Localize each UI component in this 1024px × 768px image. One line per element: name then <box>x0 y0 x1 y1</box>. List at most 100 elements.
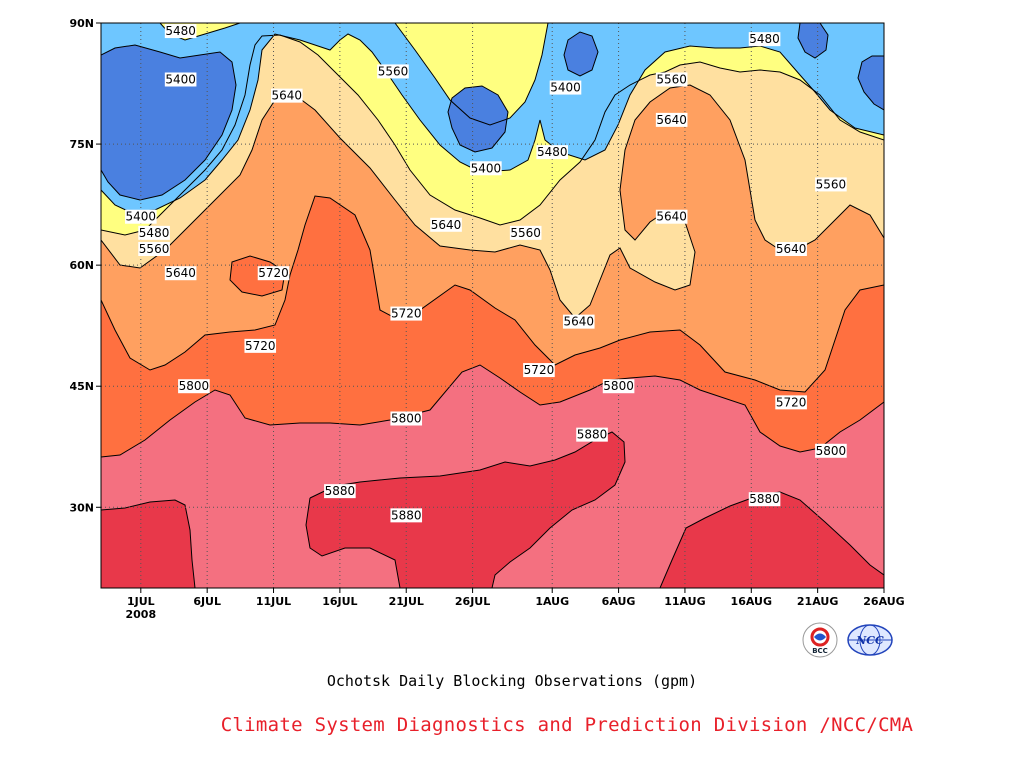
contour-label-5640: 5640 <box>655 112 688 127</box>
svg-text:5640: 5640 <box>165 266 196 280</box>
contour-label-5720: 5720 <box>390 306 423 321</box>
svg-text:5640: 5640 <box>656 210 687 224</box>
contour-label-5480: 5480 <box>164 24 197 38</box>
contour-5400-mid <box>447 85 509 153</box>
y-tick-label: 45N <box>69 380 94 393</box>
contour-label-5880: 5880 <box>576 427 608 442</box>
contour-label-5640: 5640 <box>164 266 197 281</box>
band-below-5400-right1 <box>798 23 828 58</box>
y-tick-label: 60N <box>69 259 94 272</box>
contour-5400-left <box>101 44 237 201</box>
svg-text:5880: 5880 <box>325 484 356 498</box>
organization-caption: Climate System Diagnostics and Predictio… <box>220 714 914 736</box>
svg-text:5640: 5640 <box>656 113 687 127</box>
svg-text:5640: 5640 <box>776 242 807 256</box>
x-tick-label: 26JUL <box>455 595 490 608</box>
band-5720-island <box>230 256 285 296</box>
svg-text:5560: 5560 <box>510 226 541 240</box>
contour-label-5640: 5640 <box>562 314 595 329</box>
y-axis: 30N 45N 60N 75N 90N <box>69 17 101 514</box>
ncc-logo-icon: NCC <box>846 622 893 658</box>
contour-5720-island <box>229 255 286 297</box>
svg-text:5800: 5800 <box>391 412 422 426</box>
contour-label-5720: 5720 <box>244 338 277 353</box>
contour-label-5480: 5480 <box>748 32 781 47</box>
chart-caption: Ochotsk Daily Blocking Observations (gpm… <box>326 672 698 690</box>
x-tick-label: 1JUL <box>127 595 155 608</box>
contour-label-5720: 5720 <box>523 363 555 378</box>
x-tick-label: 6AUG <box>602 595 636 608</box>
contour-label-5640: 5640 <box>655 209 688 224</box>
contour-label-5880: 5880 <box>748 492 781 507</box>
contour-label-5560: 5560 <box>138 242 170 256</box>
contour-label-5480: 5480 <box>536 145 569 160</box>
x-tick-label: 21AUG <box>797 595 838 608</box>
svg-text:5880: 5880 <box>749 492 780 506</box>
x-tick-label: 26AUG <box>863 595 904 608</box>
contour-5400-right <box>797 23 884 111</box>
contour-label-5640: 5640 <box>270 88 303 103</box>
svg-text:BCC: BCC <box>812 647 828 655</box>
svg-text:5800: 5800 <box>603 379 634 393</box>
svg-text:5560: 5560 <box>656 73 687 87</box>
svg-text:5480: 5480 <box>537 145 568 159</box>
x-tick-label: 16JUL <box>322 595 357 608</box>
grid <box>101 23 885 588</box>
svg-text:5880: 5880 <box>391 508 422 522</box>
contour-label-5400: 5400 <box>125 209 157 224</box>
svg-text:5720: 5720 <box>524 363 555 377</box>
svg-text:5720: 5720 <box>776 395 807 409</box>
contour-label-5880: 5880 <box>324 484 356 499</box>
svg-text:NCC: NCC <box>855 634 884 647</box>
band-above-5880-left <box>101 500 195 588</box>
band-below-5400-top <box>564 32 598 76</box>
svg-text:5720: 5720 <box>258 266 289 280</box>
contour-5800 <box>101 364 884 458</box>
svg-text:5880: 5880 <box>577 428 608 442</box>
contour-5480 <box>101 33 884 213</box>
svg-text:5560: 5560 <box>139 242 170 256</box>
svg-text:5400: 5400 <box>126 210 157 224</box>
svg-text:5400: 5400 <box>165 73 196 87</box>
band-above-5880-mid <box>306 432 625 588</box>
svg-text:5400: 5400 <box>550 81 581 95</box>
x-tick-label: 11JUL <box>256 595 291 608</box>
bcc-logo-icon: BCC <box>802 622 838 658</box>
plot-frame <box>100 22 885 589</box>
contour-5400-top2 <box>563 31 599 77</box>
svg-text:5640: 5640 <box>272 89 303 103</box>
band-below-5400-left <box>101 45 236 200</box>
contour-label-5720: 5720 <box>775 395 807 410</box>
contour-label-5800: 5800 <box>390 411 423 426</box>
svg-text:5480: 5480 <box>749 32 780 46</box>
contour-label-5800: 5800 <box>178 379 210 394</box>
contour-label-5560: 5560 <box>509 225 542 240</box>
contour-label-5640: 5640 <box>775 242 807 256</box>
contour-label-5560: 5560 <box>377 64 409 79</box>
contour-label-5400: 5400 <box>470 161 502 176</box>
contour-5560 <box>101 34 884 236</box>
svg-text:5480: 5480 <box>165 24 196 38</box>
contour-fill-layer <box>101 23 884 588</box>
svg-text:5560: 5560 <box>378 64 409 78</box>
svg-text:5640: 5640 <box>431 218 462 232</box>
svg-text:5800: 5800 <box>179 379 210 393</box>
svg-text:5560: 5560 <box>816 177 847 191</box>
band-above-5880-right <box>660 492 884 588</box>
contour-label-5880: 5880 <box>390 508 423 523</box>
band-below-5400-right2 <box>858 56 884 110</box>
contour-label-5480: 5480 <box>138 225 170 240</box>
x-year-label: 2008 <box>126 608 157 621</box>
band-below-5400-mid <box>448 86 508 152</box>
contour-label-5560: 5560 <box>815 177 847 192</box>
contour-label-5800: 5800 <box>815 443 847 458</box>
svg-text:5720: 5720 <box>245 339 276 353</box>
x-tick-label: 21JUL <box>389 595 424 608</box>
y-tick-label: 75N <box>69 138 94 151</box>
x-tick-label: 1AUG <box>535 595 569 608</box>
contour-label-5800: 5800 <box>602 379 635 394</box>
x-tick-label: 11AUG <box>664 595 705 608</box>
y-tick-label: 90N <box>69 17 94 30</box>
